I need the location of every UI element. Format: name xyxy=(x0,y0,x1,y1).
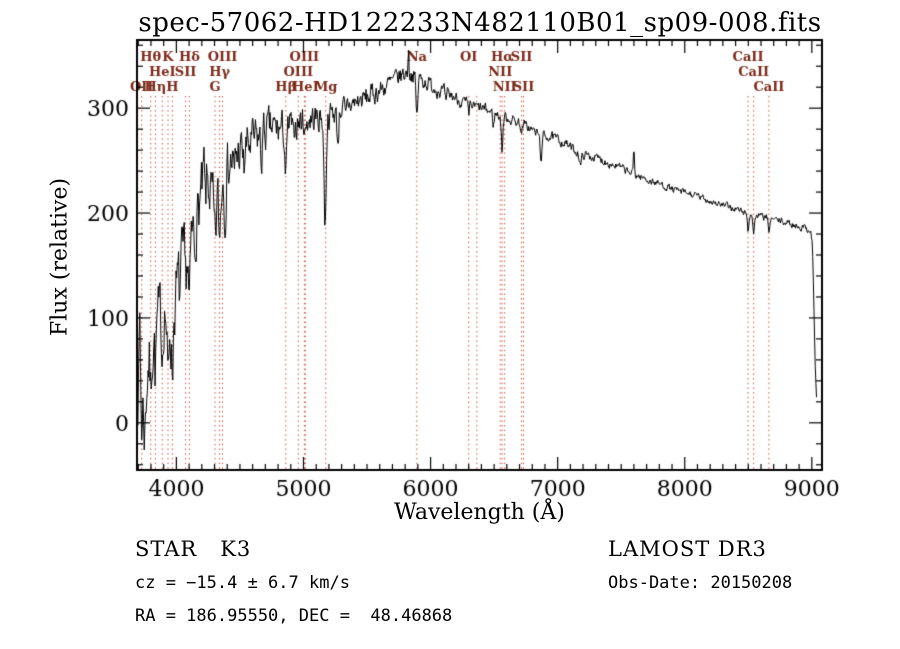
obs-date-text: Obs-Date: 20150208 xyxy=(608,573,793,593)
y-axis-label: Flux (relative) xyxy=(47,177,73,337)
object-class-text: STAR K3 xyxy=(135,537,252,561)
ra-dec-text: RA = 186.95550, DEC = 48.46868 xyxy=(135,606,453,626)
radial-velocity-text: cz = −15.4 ± 6.7 km/s xyxy=(135,573,350,593)
x-axis-label: Wavelength (Å) xyxy=(394,500,565,525)
survey-release-text: LAMOST DR3 xyxy=(608,537,767,561)
